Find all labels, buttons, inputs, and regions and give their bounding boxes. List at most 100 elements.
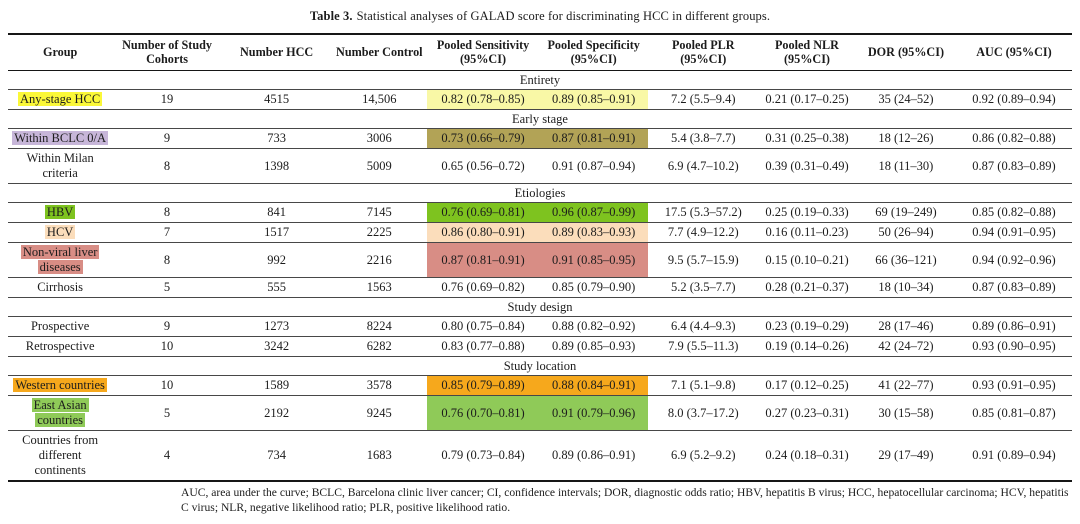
data-cell: 9245 (331, 395, 428, 432)
data-cell: 0.28 (0.21–0.37) (758, 277, 856, 299)
data-cell: 19 (112, 89, 222, 111)
table-row: Within BCLC 0/A 9 733 3006 0.73 (0.66–0.79) 0… (8, 128, 1072, 150)
data-cell: 0.82 (0.78–0.85) (427, 89, 539, 111)
data-cell: 66 (36–121) (855, 242, 956, 279)
data-cell: 0.89 (0.86–0.91) (538, 430, 649, 482)
data-cell: 0.73 (0.66–0.79) (427, 128, 539, 150)
data-cell: 0.79 (0.73–0.84) (427, 430, 539, 482)
data-cell: 8 (112, 202, 222, 224)
data-cell: 0.76 (0.69–0.81) (427, 202, 539, 224)
data-cell: 5009 (331, 148, 428, 185)
column-header: Pooled PLR (95%CI) (648, 34, 759, 72)
data-cell: 35 (24–52) (855, 89, 956, 111)
data-cell: 5 (112, 277, 222, 299)
data-cell: 1589 (221, 375, 332, 397)
data-cell: 8224 (331, 316, 428, 338)
data-cell: 0.17 (0.12–0.25) (758, 375, 856, 397)
data-cell: 14,506 (331, 89, 428, 111)
data-cell: 18 (11–30) (855, 148, 956, 185)
data-cell: 0.24 (0.18–0.31) (758, 430, 856, 482)
data-cell: 28 (17–46) (855, 316, 956, 338)
group-label: Any-stage HCC (18, 92, 103, 107)
data-cell: 0.93 (0.91–0.95) (955, 375, 1072, 397)
data-cell: 2225 (331, 222, 428, 244)
section-header: Etiologies (8, 183, 1072, 204)
table-row: HCV 7 1517 2225 0.86 (0.80–0.91) 0.89 (0.83–0… (8, 222, 1072, 244)
data-cell: 0.31 (0.25–0.38) (758, 128, 856, 150)
data-cell: 0.76 (0.70–0.81) (427, 395, 539, 432)
table-row: Prospective 9 1273 8224 0.80 (0.75–0.84) 0.88… (8, 316, 1072, 338)
data-cell: 18 (10–34) (855, 277, 956, 299)
data-cell: 1273 (221, 316, 332, 338)
data-cell: 0.87 (0.83–0.89) (955, 277, 1072, 299)
group-label: Non-viral liver diseases (20, 245, 100, 275)
data-cell: 50 (26–94) (855, 222, 956, 244)
data-cell: 8 (112, 242, 222, 279)
group-label: Retrospective (25, 339, 95, 354)
table-row: Within Milan criteria 8 1398 5009 0.65 (0.56… (8, 148, 1072, 185)
section-row: Entirety (8, 70, 1072, 91)
data-cell: 69 (19–249) (855, 202, 956, 224)
group-label: Within Milan criteria (26, 151, 94, 181)
data-cell: 1517 (221, 222, 332, 244)
table-row: Any-stage HCC 19 4515 14,506 0.82 (0.78–0.85… (8, 89, 1072, 111)
data-cell: 2192 (221, 395, 332, 432)
data-cell: 5.4 (3.8–7.7) (648, 128, 759, 150)
data-cell: 7 (112, 222, 222, 244)
table-row: Countries from different continents 4 734 1… (8, 430, 1072, 482)
data-cell: 6.4 (4.4–9.3) (648, 316, 759, 338)
data-cell: 4515 (221, 89, 332, 111)
column-header: Pooled NLR (95%CI) (758, 34, 856, 72)
data-cell: 41 (22–77) (855, 375, 956, 397)
group-label: HCV (44, 225, 76, 240)
data-cell: 0.91 (0.79–0.96) (538, 395, 649, 432)
data-cell: 0.94 (0.92–0.96) (955, 242, 1072, 279)
data-cell: 10 (112, 375, 222, 397)
group-cell: East Asian countries (8, 395, 113, 432)
data-cell: 0.94 (0.91–0.95) (955, 222, 1072, 244)
data-cell: 0.76 (0.69–0.82) (427, 277, 539, 299)
column-header: Pooled Specificity (95%CI) (538, 34, 649, 72)
data-cell: 841 (221, 202, 332, 224)
data-cell: 6282 (331, 336, 428, 358)
data-cell: 0.89 (0.83–0.93) (538, 222, 649, 244)
data-cell: 0.86 (0.82–0.88) (955, 128, 1072, 150)
data-cell: 0.92 (0.89–0.94) (955, 89, 1072, 111)
group-cell: HBV (8, 202, 113, 224)
column-header: DOR (95%CI) (855, 34, 956, 72)
galad-statistics-table: Group Number of Study Cohorts Number HCC Nu… (8, 33, 1072, 483)
data-cell: 10 (112, 336, 222, 358)
group-cell: Western countries (8, 375, 113, 397)
group-cell: Prospective (8, 316, 113, 338)
group-cell: HCV (8, 222, 113, 244)
data-cell: 7.9 (5.5–11.3) (648, 336, 759, 358)
table-caption: Table 3. Statistical analyses of GALAD sc… (0, 0, 1080, 24)
table-row: HBV 8 841 7145 0.76 (0.69–0.81) 0.96 (0.87–0.… (8, 202, 1072, 224)
data-cell: 0.85 (0.81–0.87) (955, 395, 1072, 432)
data-cell: 1683 (331, 430, 428, 482)
data-cell: 0.89 (0.85–0.91) (538, 89, 649, 111)
group-label: Western countries (13, 378, 107, 393)
data-cell: 733 (221, 128, 332, 150)
group-cell: Non-viral liver diseases (8, 242, 113, 279)
data-cell: 0.27 (0.23–0.31) (758, 395, 856, 432)
data-cell: 2216 (331, 242, 428, 279)
data-cell: 42 (24–72) (855, 336, 956, 358)
data-cell: 0.87 (0.83–0.89) (955, 148, 1072, 185)
group-label: Prospective (30, 319, 90, 334)
data-cell: 0.89 (0.86–0.91) (955, 316, 1072, 338)
group-cell: Cirrhosis (8, 277, 113, 299)
data-cell: 734 (221, 430, 332, 482)
data-cell: 0.93 (0.90–0.95) (955, 336, 1072, 358)
data-cell: 0.91 (0.87–0.94) (538, 148, 649, 185)
data-cell: 0.39 (0.31–0.49) (758, 148, 856, 185)
data-cell: 0.88 (0.84–0.91) (538, 375, 649, 397)
group-cell: Retrospective (8, 336, 113, 358)
header-row: Group Number of Study Cohorts Number HCC Nu… (8, 34, 1072, 72)
table-row: Cirrhosis 5 555 1563 0.76 (0.69–0.82) 0.85 (0… (8, 277, 1072, 299)
data-cell: 0.87 (0.81–0.91) (427, 242, 539, 279)
data-cell: 17.5 (5.3–57.2) (648, 202, 759, 224)
data-cell: 0.15 (0.10–0.21) (758, 242, 856, 279)
table-footnote: AUC, area under the curve; BCLC, Barcelo… (181, 486, 1069, 515)
